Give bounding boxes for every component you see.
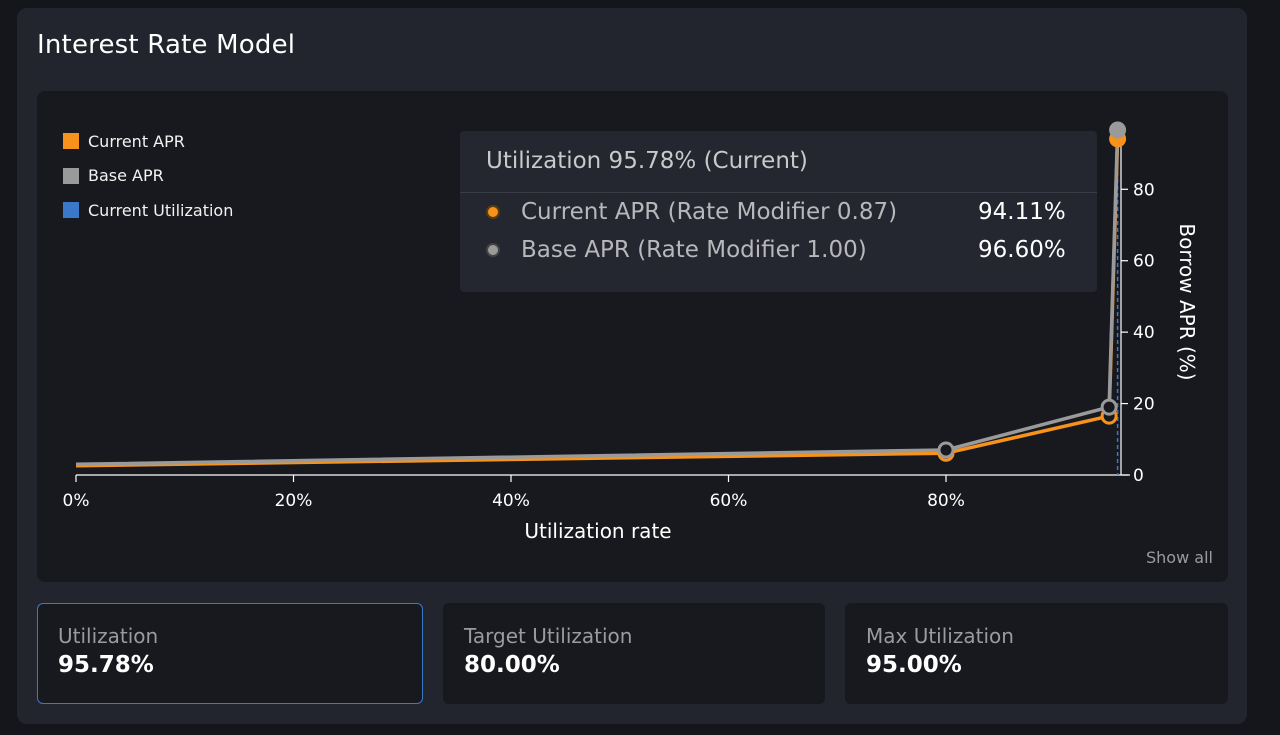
legend-label: Current APR [88, 131, 185, 151]
gray-dot-icon [486, 243, 500, 257]
point-base-apr [1100, 398, 1118, 416]
point-base-apr [937, 441, 955, 459]
orange-dot-icon [486, 205, 500, 219]
stat-card-target-utilization[interactable]: Target Utilization 80.00% [443, 603, 825, 704]
y-axis-label: Borrow APR (%) [1175, 223, 1199, 380]
legend-item-current-apr[interactable]: Current APR [63, 124, 233, 159]
x-tick-label: 80% [927, 491, 965, 511]
y-tick-label: 40 [1133, 323, 1155, 343]
x-axis-label: Utilization rate [524, 519, 671, 543]
point-base-apr [1109, 121, 1127, 139]
chart-tooltip: Utilization 95.78% (Current) Current APR… [460, 131, 1097, 292]
legend-item-current-utilization[interactable]: Current Utilization [63, 193, 233, 228]
tooltip-header: Utilization 95.78% (Current) [460, 131, 1097, 193]
x-tick-label: 60% [710, 491, 748, 511]
stat-value: 95.00% [866, 652, 962, 678]
tooltip-row-label: Current APR (Rate Modifier 0.87) [521, 199, 898, 225]
legend-swatch-current-apr [63, 133, 79, 150]
y-tick-label: 80 [1133, 180, 1155, 200]
tooltip-row-value: 96.60% [978, 237, 1066, 263]
y-tick-label: 60 [1133, 252, 1155, 272]
show-all-button[interactable]: Show all [1146, 548, 1213, 567]
legend-item-base-apr[interactable]: Base APR [63, 159, 233, 194]
legend-label: Base APR [88, 166, 164, 186]
x-tick-label: 0% [63, 491, 90, 511]
stat-card-max-utilization[interactable]: Max Utilization 95.00% [845, 603, 1228, 704]
stat-label: Max Utilization [866, 624, 1014, 648]
tooltip-row-value: 94.11% [978, 199, 1066, 225]
stat-value: 95.78% [58, 652, 154, 678]
legend-swatch-base-apr [63, 167, 79, 184]
page-title: Interest Rate Model [37, 30, 296, 60]
stat-label: Target Utilization [464, 624, 633, 648]
tooltip-row-current-apr: Current APR (Rate Modifier 0.87) 94.11% [460, 193, 1097, 231]
y-tick-label: 20 [1133, 395, 1155, 415]
legend-swatch-current-utilization [63, 202, 79, 219]
chart-legend: Current APR Base APR Current Utilization [63, 124, 233, 228]
y-tick-label: 0 [1133, 466, 1144, 486]
x-tick-label: 40% [492, 491, 530, 511]
stat-card-utilization[interactable]: Utilization 95.78% [37, 603, 423, 704]
legend-label: Current Utilization [88, 200, 234, 220]
stat-value: 80.00% [464, 652, 560, 678]
x-tick-label: 20% [275, 491, 313, 511]
tooltip-row-base-apr: Base APR (Rate Modifier 1.00) 96.60% [460, 231, 1097, 269]
tooltip-row-label: Base APR (Rate Modifier 1.00) [521, 237, 867, 263]
series-line-base-apr [75, 129, 1120, 467]
stat-label: Utilization [58, 624, 159, 648]
